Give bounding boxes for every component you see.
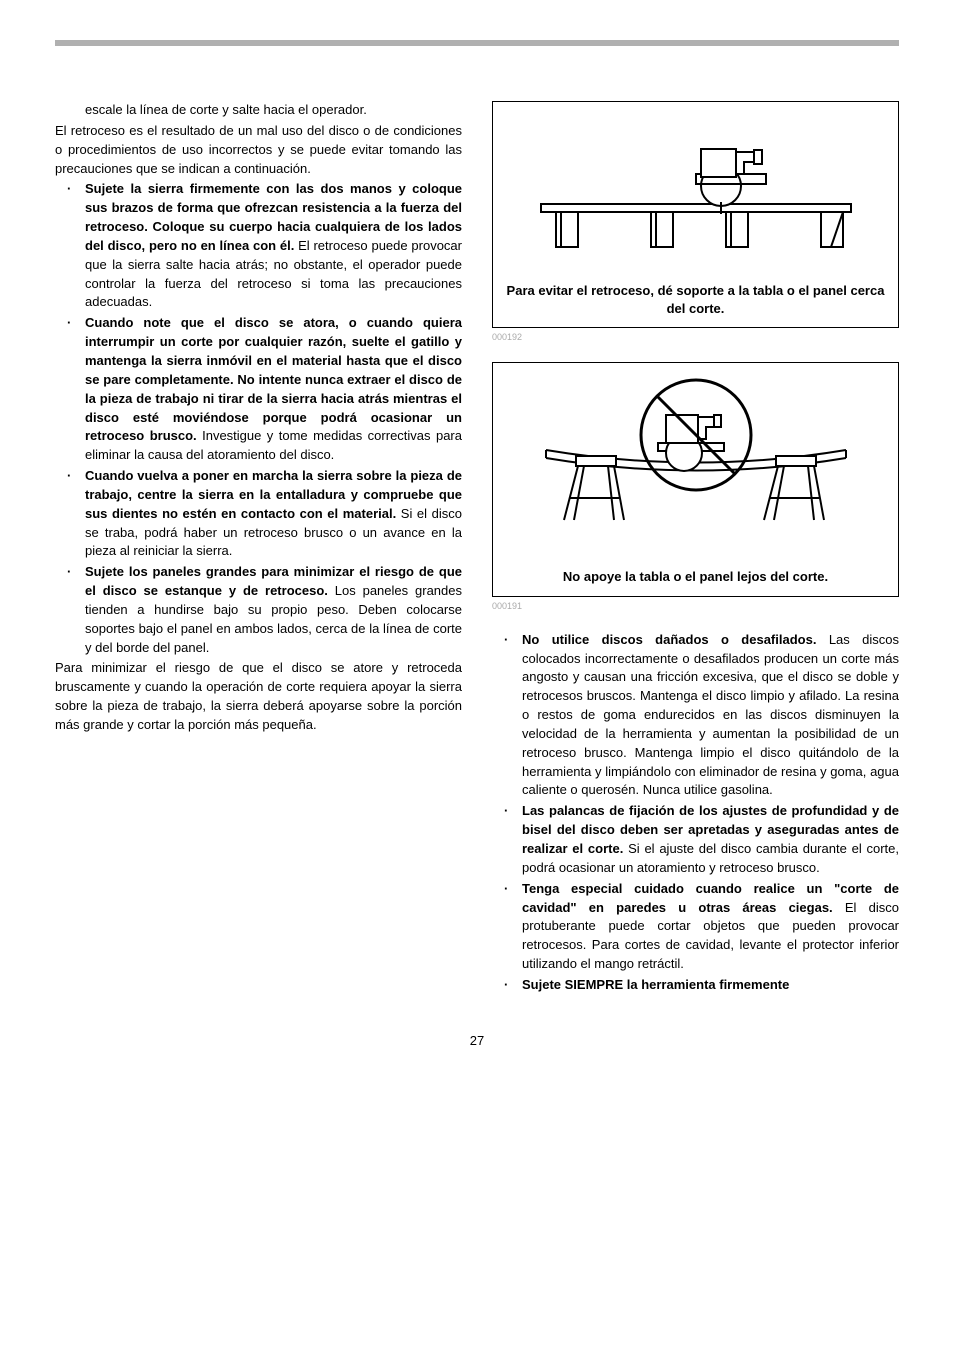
bullet-list: No utilice discos dañados o desafilados.… xyxy=(492,631,899,995)
right-column: Para evitar el retroceso, dé soporte a l… xyxy=(492,101,899,997)
saw-incorrect-support-icon xyxy=(531,375,861,560)
list-item: No utilice discos dañados o desafilados.… xyxy=(492,631,899,801)
figure-caption: No apoye la tabla o el panel lejos del c… xyxy=(503,568,888,586)
bullet-bold: No utilice discos dañados o desafilados. xyxy=(522,632,816,647)
carryover-list-item: escale la línea de corte y salte hacia e… xyxy=(55,101,462,120)
bullet-list: Sujete la sierra firmemente con las dos … xyxy=(55,180,462,657)
figure-box-2: No apoye la tabla o el panel lejos del c… xyxy=(492,362,899,597)
list-item: Sujete los paneles grandes para minimiza… xyxy=(55,563,462,657)
paragraph: El retroceso es el resultado de un mal u… xyxy=(55,122,462,179)
figure-box-1: Para evitar el retroceso, dé soporte a l… xyxy=(492,101,899,328)
list-item: Cuando note que el disco se atora, o cua… xyxy=(55,314,462,465)
saw-correct-support-icon xyxy=(531,114,861,274)
figure-caption: Para evitar el retroceso, dé soporte a l… xyxy=(503,282,888,317)
list-item: Tenga especial cuidado cuando realice un… xyxy=(492,880,899,974)
header-rule xyxy=(55,40,899,46)
figure-code: 000191 xyxy=(492,600,899,613)
two-column-layout: escale la línea de corte y salte hacia e… xyxy=(55,101,899,997)
paragraph: Para minimizar el riesgo de que el disco… xyxy=(55,659,462,734)
list-item: Cuando vuelva a poner en marcha la sierr… xyxy=(55,467,462,561)
page-number: 27 xyxy=(55,1032,899,1051)
list-item: Sujete la sierra firmemente con las dos … xyxy=(55,180,462,312)
left-column: escale la línea de corte y salte hacia e… xyxy=(55,101,462,997)
figure-code: 000192 xyxy=(492,331,899,344)
list-item: Las palancas de fijación de los ajustes … xyxy=(492,802,899,877)
bullet-rest: Las discos colocados incorrectamente o d… xyxy=(522,632,899,798)
bullet-bold: Cuando note que el disco se atora, o cua… xyxy=(85,315,462,443)
list-item: Sujete SIEMPRE la herramienta firmemente xyxy=(492,976,899,995)
bullet-bold: Sujete SIEMPRE la herramienta firmemente xyxy=(522,977,789,992)
